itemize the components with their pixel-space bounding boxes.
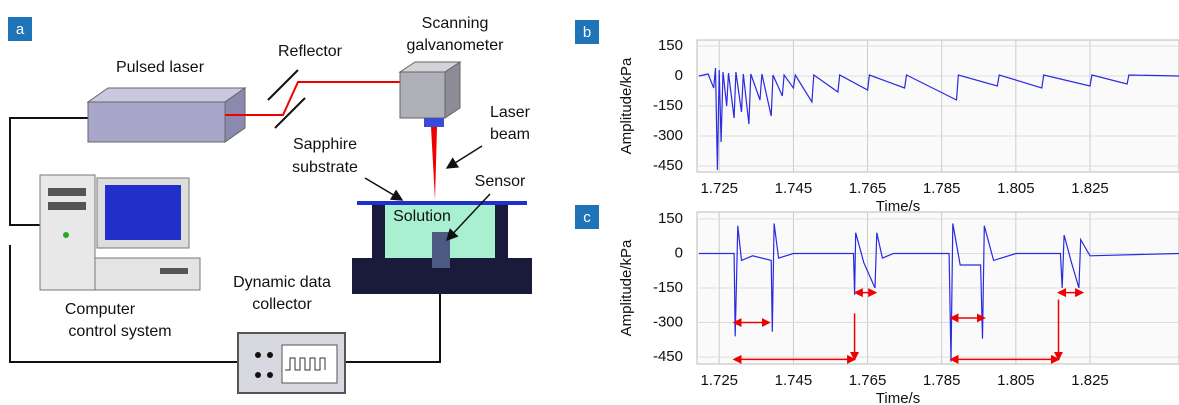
label: Laser — [490, 104, 531, 121]
label: Solution — [393, 208, 451, 225]
x-tick-label: 1.785 — [923, 372, 961, 389]
galvanometer — [398, 61, 462, 127]
panel-label: b — [583, 24, 591, 41]
laser-beam — [431, 127, 437, 200]
arrow — [445, 193, 491, 242]
y-tick-label: -450 — [653, 157, 683, 174]
y-tick-label: -150 — [653, 97, 683, 114]
label: Scanning — [422, 15, 489, 32]
x-tick-label: 1.765 — [849, 372, 887, 389]
panel-badge — [8, 17, 32, 41]
y-axis-title: Amplitude/kPa — [618, 57, 635, 154]
label: beam — [490, 126, 530, 143]
x-tick-label: 1.785 — [923, 180, 961, 197]
y-tick-label: 0 — [675, 67, 683, 84]
y-tick-label: 0 — [675, 244, 683, 261]
x-tick-label: 1.725 — [700, 180, 738, 197]
y-tick-label: -450 — [653, 348, 683, 365]
panel-badge — [575, 20, 599, 44]
panel-badge — [575, 205, 599, 229]
label: Sensor — [475, 173, 526, 190]
label: control system — [68, 323, 171, 340]
label: Computer — [65, 301, 136, 318]
x-axis-title: Time/s — [876, 198, 920, 215]
panel-label: a — [16, 21, 25, 38]
x-tick-label: 1.825 — [1071, 180, 1109, 197]
x-tick-label: 1.765 — [849, 180, 887, 197]
label: Reflector — [278, 43, 343, 60]
y-tick-label: -300 — [653, 314, 683, 331]
x-tick-label: 1.805 — [997, 180, 1035, 197]
wire — [9, 117, 441, 363]
label: collector — [252, 296, 312, 313]
signal-line — [698, 223, 1179, 362]
label: substrate — [292, 159, 358, 176]
label: Dynamic data — [233, 274, 331, 291]
x-tick-label: 1.825 — [1071, 372, 1109, 389]
diagram: a Pulsed laser Reflector Scanning galvan… — [8, 15, 532, 394]
beam — [225, 81, 405, 116]
reflector — [267, 69, 299, 101]
x-tick-label: 1.725 — [700, 372, 738, 389]
x-axis-title: Time/s — [876, 390, 920, 405]
computer — [39, 174, 201, 291]
pulsed-laser — [86, 87, 247, 143]
cell — [352, 201, 532, 294]
label: Sapphire — [293, 136, 357, 153]
y-tick-label: -300 — [653, 127, 683, 144]
x-tick-label: 1.745 — [775, 180, 813, 197]
x-tick-label: 1.805 — [997, 372, 1035, 389]
reflector — [274, 97, 306, 129]
panel-label: c — [583, 209, 591, 226]
y-tick-label: 150 — [658, 210, 683, 227]
arrow — [364, 177, 404, 201]
y-tick-label: -150 — [653, 279, 683, 296]
y-tick-label: 150 — [658, 37, 683, 54]
data-collector — [237, 332, 346, 394]
arrow — [445, 145, 483, 169]
label: galvanometer — [407, 37, 505, 54]
signal-line — [698, 67, 1179, 171]
x-tick-label: 1.745 — [775, 372, 813, 389]
y-axis-title: Amplitude/kPa — [618, 239, 635, 336]
label: Pulsed laser — [116, 59, 205, 76]
